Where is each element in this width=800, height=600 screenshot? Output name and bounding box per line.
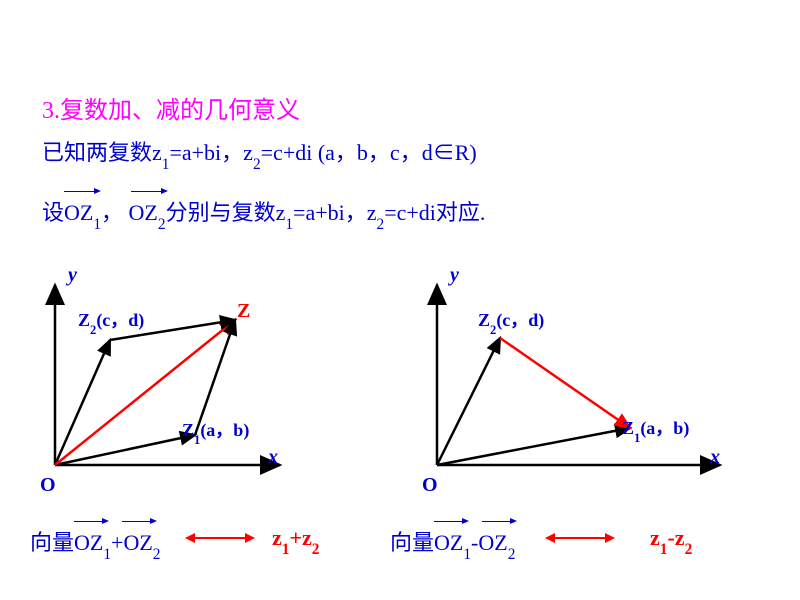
d2-z2-s: 2 <box>490 323 496 337</box>
correspondence-arrow-1 <box>185 533 255 543</box>
d1-z-label: Z <box>237 300 250 323</box>
r1-mid: +z <box>289 525 311 550</box>
b2-overline-oz2 <box>482 521 512 522</box>
d2-z1-label: Z1(a，b) <box>622 414 689 443</box>
b1-mid: +OZ <box>111 530 153 555</box>
diagram-left <box>0 0 800 600</box>
d2-z1-p: Z <box>622 418 634 438</box>
d2-z1-s: 1 <box>634 431 640 445</box>
d2-origin-label: O <box>422 474 438 497</box>
d1-z1-label: Z1(a，b) <box>182 416 249 445</box>
b2-overline-oz1 <box>434 521 464 522</box>
b2-sub1: 1 <box>463 546 471 563</box>
d2-y-label: y <box>450 264 459 287</box>
r2-sub2: 2 <box>685 541 693 558</box>
b2-arrow-oz2 <box>510 518 517 524</box>
r2-mid: -z <box>667 525 684 550</box>
r2-prefix: z <box>650 525 660 550</box>
d1-z2-label: Z2(c，d) <box>78 306 144 335</box>
b1-prefix: 向量OZ <box>30 530 103 555</box>
b2-prefix: 向量OZ <box>390 530 463 555</box>
d1-z2-s: 2 <box>90 323 96 337</box>
d1-z2-c: (c，d) <box>96 310 144 330</box>
b1-overline-oz2 <box>122 521 152 522</box>
d2-z2-p: Z <box>478 310 490 330</box>
b1-overline-oz1 <box>74 521 104 522</box>
bottom-formula-2: 向量OZ1-OZ2 <box>390 525 515 560</box>
bottom-formula-1: 向量OZ1+OZ2 <box>30 525 160 560</box>
r1-prefix: z <box>272 525 282 550</box>
b2-sub2: 2 <box>508 546 516 563</box>
r1-sub1: 1 <box>282 541 290 558</box>
d1-y-label: y <box>68 264 77 287</box>
d2-z1-c: (a，b) <box>640 418 689 438</box>
result-1: z1+z2 <box>272 525 319 555</box>
b2-mid: -OZ <box>471 530 508 555</box>
d1-z1-s: 1 <box>194 433 200 447</box>
b2-arrow-oz1 <box>462 518 469 524</box>
result-2: z1-z2 <box>650 525 692 555</box>
correspondence-arrow-2 <box>545 533 615 543</box>
b1-sub2: 2 <box>153 546 161 563</box>
r1-sub2: 2 <box>312 541 320 558</box>
d2-z2-c: (c，d) <box>496 310 544 330</box>
r2-sub1: 1 <box>660 541 668 558</box>
b1-arrow-oz1 <box>102 518 109 524</box>
b1-sub1: 1 <box>103 546 111 563</box>
d2-x-label: x <box>710 446 720 469</box>
d1-origin-label: O <box>40 474 56 497</box>
d1-z2-p: Z <box>78 310 90 330</box>
d1-x-label: x <box>268 446 278 469</box>
b1-arrow-oz2 <box>150 518 157 524</box>
d1-z1-p: Z <box>182 420 194 440</box>
d1-z1-c: (a，b) <box>200 420 249 440</box>
d2-z2-label: Z2(c，d) <box>478 306 544 335</box>
